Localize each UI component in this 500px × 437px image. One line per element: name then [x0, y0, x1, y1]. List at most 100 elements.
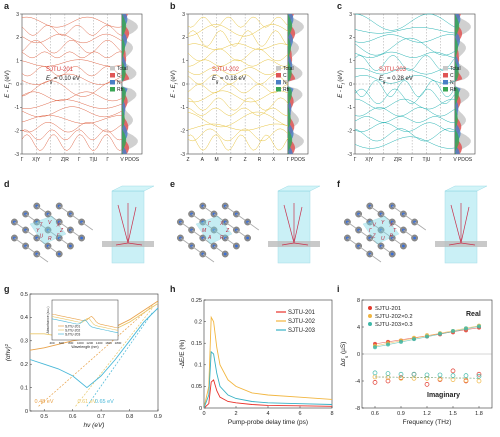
- legend-label-b: Total: [283, 66, 294, 72]
- kpoint-label-a: V: [120, 157, 124, 163]
- kpoint-label-b: Γ: [287, 157, 290, 163]
- ytick-label-i: -4: [355, 379, 360, 385]
- imag-point-1: [424, 375, 430, 381]
- gap-label-b-part-2: = 0.18 eV: [218, 76, 246, 82]
- brillouin-zone-f: [362, 215, 400, 245]
- legend-label-c: Rh: [450, 87, 457, 93]
- gap-label-b-part-0: E: [212, 76, 217, 82]
- band-line-b: [187, 84, 289, 94]
- ytick-label-a: -1: [15, 105, 20, 111]
- legend-swatch-a: [110, 80, 115, 85]
- kpoint-marker-f: U: [381, 236, 385, 242]
- gap-label-b-part-1: g: [216, 79, 219, 84]
- legend-label-h-1: SJTU-202: [288, 319, 316, 325]
- ytick-label-g: 0: [25, 409, 28, 415]
- gap-label-a-part-2: = 0.10 eV: [52, 76, 80, 82]
- kpoint-marker-e: Γ: [208, 221, 212, 227]
- ylabel-c-part-2: (eV): [338, 70, 344, 83]
- ytick-label-h: 0.05: [191, 384, 202, 390]
- pdos-total-b: [288, 14, 304, 154]
- imag-point-0: [385, 378, 391, 384]
- legend-swatch-a: [110, 66, 115, 71]
- gap-label-c-part-0: E: [379, 76, 384, 82]
- k-vector-f: [460, 242, 476, 246]
- band-line-c: [354, 107, 456, 117]
- legend-swatch-b: [276, 87, 281, 92]
- panel-label-h: h: [170, 284, 176, 294]
- ytick-label-c: 2: [349, 35, 352, 41]
- metal-center-f: [402, 244, 405, 248]
- ylabel-b-part-2: (eV): [171, 70, 177, 83]
- band-line-b: [187, 67, 289, 76]
- kpoint-label-a: Z|R: [61, 157, 69, 163]
- ytick-label-g: 0.1: [20, 385, 28, 391]
- linker-bond-e: [202, 253, 215, 263]
- kpoint-label-a: X|Y: [32, 157, 41, 163]
- onset-label-0: 0.48 eV: [35, 399, 54, 405]
- ytick-label-b: 1: [182, 58, 185, 64]
- metal-center-f: [390, 252, 394, 256]
- band-line-c: [354, 75, 456, 84]
- legend-label-a: N: [117, 80, 121, 86]
- band-line-b: [187, 97, 289, 111]
- xtick-label-g: 0.7: [97, 414, 105, 420]
- band-line-a: [21, 51, 123, 59]
- band-line-a: [21, 39, 123, 54]
- k-vector-d: [115, 242, 129, 246]
- ytick-label-a: 0: [16, 82, 19, 88]
- sample-label-a: SJTU-201: [46, 67, 74, 73]
- ytick-label-i: 0: [357, 352, 360, 358]
- imag-point-2: [385, 371, 391, 376]
- real-fit-2: [374, 326, 480, 348]
- inset-xtick-label: 400: [49, 341, 54, 345]
- onset-label-2: 0.65 eV: [95, 399, 114, 405]
- xtick-label-g: 0.6: [69, 414, 77, 420]
- kpoint-marker-e: M: [202, 228, 207, 234]
- legend-label-c: N: [450, 80, 454, 86]
- band-line-b: [187, 16, 289, 28]
- ytick-label-h: 0.15: [191, 341, 202, 347]
- k-vector-e: [293, 242, 309, 246]
- inset-xtick-label: 1000: [77, 341, 84, 345]
- xtick-label-i: 1.8: [475, 411, 483, 417]
- band-line-c: [354, 13, 456, 31]
- metal-center-d: [57, 252, 61, 256]
- ytick-label-b: 2: [182, 35, 185, 41]
- xtick-label-h: 2: [234, 411, 237, 417]
- decay-curve-sjtu-203: [203, 350, 333, 409]
- k-vector-e: [293, 206, 303, 244]
- inset-curve-sjtu-202: [51, 316, 119, 331]
- gap-label-a-part-1: g: [50, 79, 53, 84]
- pdos-rh-a: [122, 14, 127, 154]
- band-line-a: [21, 16, 123, 28]
- ylabel-c-part-0: E - E: [338, 83, 344, 97]
- ylabel-b: E - Ef (eV): [171, 70, 179, 98]
- legend-label-b: N: [283, 80, 287, 86]
- real-point-2: [425, 334, 429, 339]
- ylabel-i: Δσs (µS): [340, 342, 349, 367]
- gap-label-c-part-1: g: [383, 79, 386, 84]
- band-line-a: [21, 99, 123, 109]
- kpoint-marker-e: R: [220, 235, 224, 241]
- brillouin-zone-e: [195, 215, 233, 245]
- band-line-a: [21, 106, 123, 118]
- xlabel-g: hν (eV): [84, 422, 105, 429]
- brillouin-zone-d: [29, 215, 67, 245]
- ylabel-a-part-2: (eV): [5, 70, 11, 83]
- ytick-label-a: 3: [16, 12, 19, 18]
- inset-curve-sjtu-203: [51, 318, 119, 334]
- sample-label-c: SJTU-203: [379, 67, 407, 73]
- ytick-label-c: -3: [348, 152, 353, 158]
- band-line-a: [21, 73, 123, 85]
- kpoint-marker-d: Y: [36, 228, 40, 234]
- kpoint-marker-f: T: [393, 228, 397, 234]
- band-line-b: [187, 30, 289, 47]
- xlabel-i: Frequency (THz): [403, 419, 452, 426]
- legend-swatch-b: [276, 80, 281, 85]
- band-line-b: [187, 111, 289, 128]
- linker-bond-d: [36, 253, 49, 263]
- imag-point-1: [411, 375, 417, 381]
- legend-marker-i-2: [368, 322, 372, 326]
- ylabel-i-part-0: Δσ: [340, 358, 347, 366]
